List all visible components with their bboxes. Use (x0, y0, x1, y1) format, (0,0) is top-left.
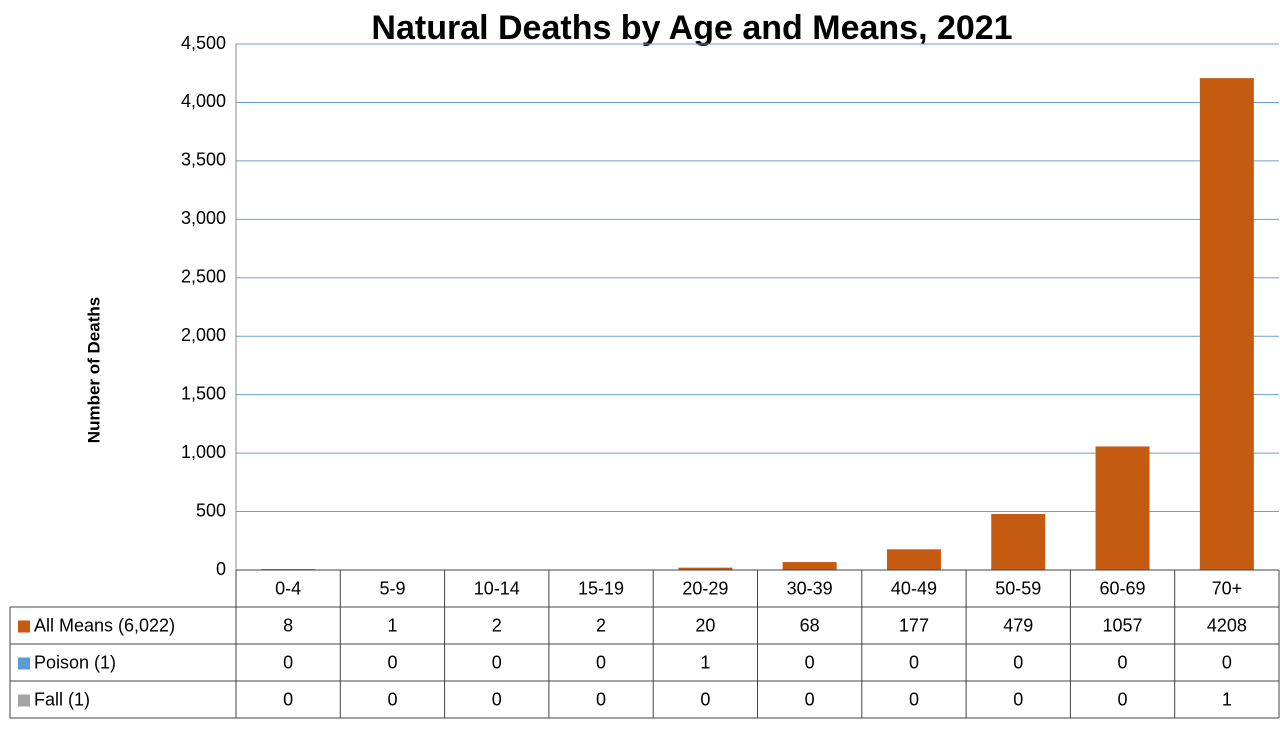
y-axis-title: Number of Deaths (84, 297, 103, 443)
y-tick-label: 500 (196, 500, 226, 520)
table-value: 0 (492, 652, 502, 672)
table-value: 0 (596, 689, 606, 709)
bar (678, 567, 733, 570)
table-value: 0 (805, 689, 815, 709)
bar (991, 514, 1046, 570)
table-value: 4208 (1207, 615, 1247, 635)
legend-swatch (18, 620, 30, 633)
y-tick-label: 3,500 (181, 150, 226, 170)
y-tick-label: 2,000 (181, 325, 226, 345)
legend-swatch (18, 657, 30, 670)
y-tick-label: 1,500 (181, 383, 226, 403)
table-value: 68 (800, 615, 820, 635)
y-tick-label: 4,000 (181, 91, 226, 111)
table-value: 1 (700, 652, 710, 672)
table-value: 0 (1013, 689, 1023, 709)
table-value: 0 (283, 689, 293, 709)
x-tick-label: 30-39 (787, 578, 833, 598)
table-value: 0 (283, 652, 293, 672)
legend-label: All Means (6,022) (34, 615, 175, 635)
x-tick-label: 60-69 (1100, 578, 1146, 598)
table-value: 2 (596, 615, 606, 635)
table-value: 0 (387, 689, 397, 709)
table-value: 0 (1118, 689, 1128, 709)
table-value: 0 (492, 689, 502, 709)
x-tick-label: 50-59 (995, 578, 1041, 598)
table-value: 0 (387, 652, 397, 672)
table-value: 1 (387, 615, 397, 635)
x-tick-label: 70+ (1212, 578, 1243, 598)
bar (782, 562, 837, 570)
x-tick-label: 10-14 (474, 578, 520, 598)
x-tick-label: 20-29 (682, 578, 728, 598)
table-value: 0 (1118, 652, 1128, 672)
y-tick-label: 3,000 (181, 208, 226, 228)
bar (1199, 78, 1254, 570)
x-tick-label: 15-19 (578, 578, 624, 598)
table-value: 8 (283, 615, 293, 635)
bar (1095, 446, 1150, 570)
table-value: 0 (1222, 652, 1232, 672)
x-tick-label: 5-9 (379, 578, 405, 598)
table-value: 0 (909, 689, 919, 709)
chart-title: Natural Deaths by Age and Means, 2021 (371, 9, 1012, 47)
bar (886, 549, 941, 570)
y-tick-label: 2,500 (181, 267, 226, 287)
table-value: 20 (695, 615, 715, 635)
table-value: 0 (596, 652, 606, 672)
legend-label: Fall (1) (34, 689, 90, 709)
table-value: 0 (700, 689, 710, 709)
legend-label: Poison (1) (34, 652, 116, 672)
table-value: 177 (899, 615, 929, 635)
table-value: 1 (1222, 689, 1232, 709)
legend-swatch (18, 694, 30, 707)
table-value: 0 (1013, 652, 1023, 672)
y-tick-label: 0 (216, 559, 226, 579)
table-value: 0 (805, 652, 815, 672)
x-tick-label: 0-4 (275, 578, 301, 598)
table-value: 1057 (1103, 615, 1143, 635)
table-value: 479 (1003, 615, 1033, 635)
y-tick-label: 1,000 (181, 442, 226, 462)
x-tick-label: 40-49 (891, 578, 937, 598)
y-tick-label: 4,500 (181, 33, 226, 53)
table-value: 0 (909, 652, 919, 672)
table-value: 2 (492, 615, 502, 635)
